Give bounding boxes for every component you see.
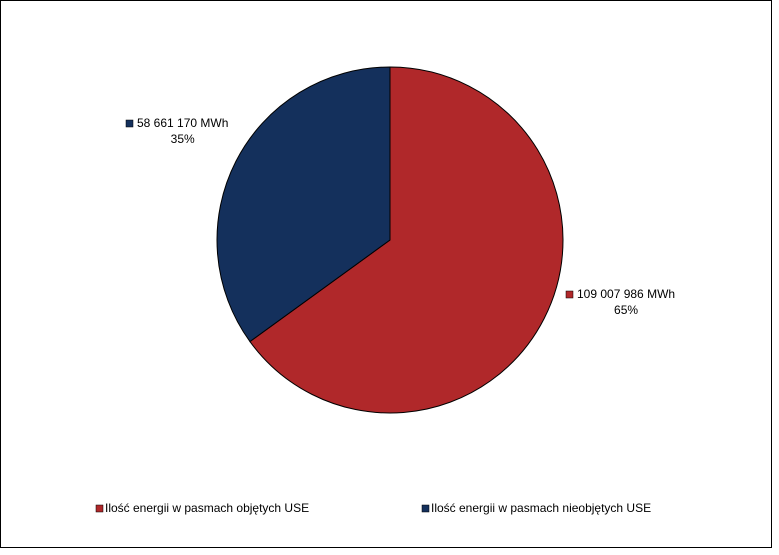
- label-swatch: [565, 290, 574, 299]
- value-label: 58 661 170 MWh: [137, 116, 228, 130]
- legend-swatch: [95, 504, 104, 513]
- value-label: 109 007 986 MWh: [577, 287, 675, 301]
- legend-label: Ilość energii w pasmach nieobjętych USE: [431, 501, 651, 515]
- pie-slice: [249, 66, 564, 414]
- percent-label: 35%: [171, 132, 195, 146]
- legend-label: Ilość energii w pasmach objętych USE: [105, 501, 309, 515]
- legend-swatch: [421, 504, 430, 513]
- label-swatch: [125, 119, 134, 128]
- pie-slice: [216, 66, 391, 343]
- percent-label: 65%: [614, 303, 638, 317]
